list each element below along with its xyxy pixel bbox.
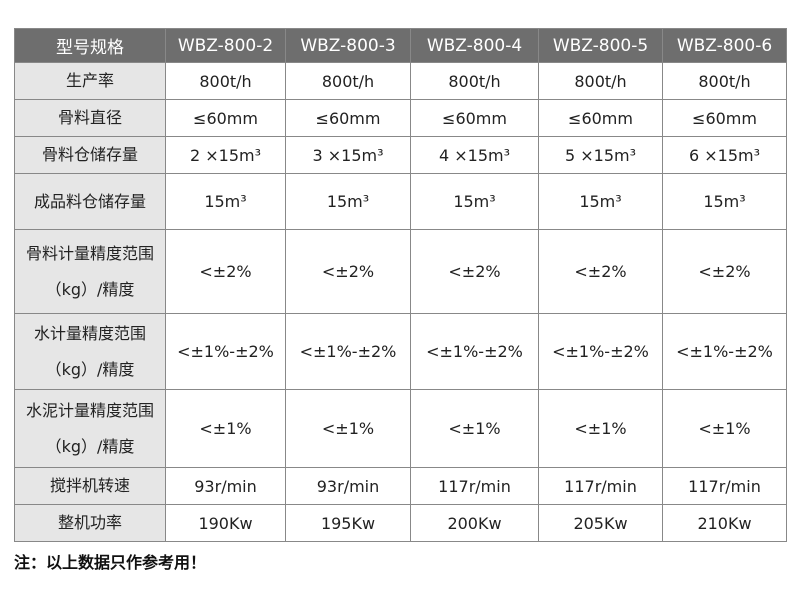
header-cell: WBZ-800-3: [285, 28, 411, 63]
row-label: 成品料仓储存量: [14, 173, 166, 230]
row-label-line: 搅拌机转速: [49, 476, 130, 495]
row-label-line: （kg）/精度: [45, 279, 135, 299]
table-cell: 15m³: [662, 173, 787, 230]
header-row: 型号规格 WBZ-800-2 WBZ-800-3 WBZ-800-4 WBZ-800-5…: [14, 28, 787, 63]
row-label-line: 骨料仓储存量: [41, 145, 138, 164]
table-cell: <±2%: [538, 229, 663, 314]
table-cell: 93r/min: [165, 467, 286, 505]
row-label: 骨料直径: [14, 99, 166, 137]
header-cell: WBZ-800-5: [538, 28, 663, 63]
table-row: 水计量精度范围 （kg）/精度 <±1%-±2% <±1%-±2% <±1%-±2% <±…: [14, 313, 787, 390]
table-cell: <±2%: [165, 229, 286, 314]
table-cell: <±1%: [538, 389, 663, 468]
table-cell: 117r/min: [662, 467, 787, 505]
table-cell: 15m³: [410, 173, 539, 230]
row-label-line: 水计量精度范围: [33, 323, 146, 343]
row-label-line: 整机功率: [57, 513, 122, 532]
table-cell: 15m³: [538, 173, 663, 230]
table-cell: 15m³: [285, 173, 411, 230]
table-cell: 195Kw: [285, 504, 411, 542]
spec-table-wrap: 型号规格 WBZ-800-2 WBZ-800-3 WBZ-800-4 WBZ-800-5…: [14, 28, 787, 542]
table-cell: 4 ×15m³: [410, 136, 539, 174]
table-row: 水泥计量精度范围 （kg）/精度 <±1% <±1% <±1% <±1% <±1%: [14, 389, 787, 468]
table-cell: 190Kw: [165, 504, 286, 542]
table-cell: ≤60mm: [285, 99, 411, 137]
table-cell: 6 ×15m³: [662, 136, 787, 174]
row-label: 骨料计量精度范围 （kg）/精度: [14, 229, 166, 314]
table-cell: ≤60mm: [538, 99, 663, 137]
table-cell: 800t/h: [538, 62, 663, 100]
table-cell: <±1%-±2%: [410, 313, 539, 390]
table-cell: <±1%-±2%: [538, 313, 663, 390]
table-cell: 800t/h: [662, 62, 787, 100]
table-row: 骨料仓储存量 2 ×15m³ 3 ×15m³ 4 ×15m³ 5 ×15m³ 6 ×15m…: [14, 136, 787, 174]
row-label-line: 生产率: [65, 71, 114, 90]
row-label: 搅拌机转速: [14, 467, 166, 505]
table-cell: ≤60mm: [165, 99, 286, 137]
header-cell: WBZ-800-4: [410, 28, 539, 63]
row-label: 水泥计量精度范围 （kg）/精度: [14, 389, 166, 468]
row-label-line: 骨料直径: [57, 108, 122, 127]
row-label-line: 水泥计量精度范围: [25, 400, 154, 420]
note: 注：以上数据只作参考用！: [14, 553, 207, 572]
table-row: 骨料计量精度范围 （kg）/精度 <±2% <±2% <±2% <±2% <±2%: [14, 229, 787, 314]
table-cell: ≤60mm: [662, 99, 787, 137]
table-cell: <±1%: [662, 389, 787, 468]
row-label-line: 成品料仓储存量: [33, 191, 146, 211]
table-cell: 117r/min: [538, 467, 663, 505]
row-label: 骨料仓储存量: [14, 136, 166, 174]
table-cell: 3 ×15m³: [285, 136, 411, 174]
header-cell: 型号规格: [14, 28, 166, 63]
table-cell: 5 ×15m³: [538, 136, 663, 174]
table-row: 骨料直径 ≤60mm ≤60mm ≤60mm ≤60mm ≤60mm: [14, 99, 787, 137]
table-cell: <±2%: [662, 229, 787, 314]
table-cell: 2 ×15m³: [165, 136, 286, 174]
header-cell: WBZ-800-2: [165, 28, 286, 63]
header-cell: WBZ-800-6: [662, 28, 787, 63]
row-label: 水计量精度范围 （kg）/精度: [14, 313, 166, 390]
table-cell: <±1%-±2%: [165, 313, 286, 390]
table-cell: <±2%: [285, 229, 411, 314]
table-row: 生产率 800t/h 800t/h 800t/h 800t/h 800t/h: [14, 62, 787, 100]
table-cell: <±1%: [410, 389, 539, 468]
row-label: 整机功率: [14, 504, 166, 542]
table-cell: ≤60mm: [410, 99, 539, 137]
table-cell: 800t/h: [285, 62, 411, 100]
table-cell: <±1%: [285, 389, 411, 468]
row-label-line: （kg）/精度: [45, 359, 135, 379]
spec-table: 型号规格 WBZ-800-2 WBZ-800-3 WBZ-800-4 WBZ-800-5…: [14, 28, 787, 542]
table-cell: 200Kw: [410, 504, 539, 542]
table-cell: <±1%-±2%: [285, 313, 411, 390]
table-cell: 800t/h: [410, 62, 539, 100]
table-row: 整机功率 190Kw 195Kw 200Kw 205Kw 210Kw: [14, 504, 787, 542]
table-cell: <±1%-±2%: [662, 313, 787, 390]
table-cell: 205Kw: [538, 504, 663, 542]
table-cell: 93r/min: [285, 467, 411, 505]
row-label-line: （kg）/精度: [45, 436, 135, 456]
table-row: 成品料仓储存量 15m³ 15m³ 15m³ 15m³ 15m³: [14, 173, 787, 230]
table-cell: <±1%: [165, 389, 286, 468]
row-label-line: 骨料计量精度范围: [25, 243, 154, 263]
table-cell: 800t/h: [165, 62, 286, 100]
table-cell: 210Kw: [662, 504, 787, 542]
table-cell: 117r/min: [410, 467, 539, 505]
table-row: 搅拌机转速 93r/min 93r/min 117r/min 117r/min 117r/…: [14, 467, 787, 505]
row-label: 生产率: [14, 62, 166, 100]
table-cell: <±2%: [410, 229, 539, 314]
table-cell: 15m³: [165, 173, 286, 230]
